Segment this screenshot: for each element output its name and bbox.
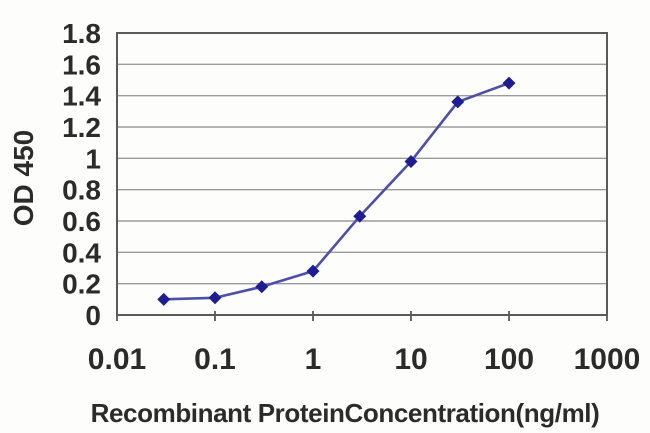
x-axis-title: Recombinant ProteinConcentration(ng/ml) <box>90 398 600 428</box>
x-tick-label: 1 <box>305 343 322 376</box>
x-tick-label: 1000 <box>574 343 641 376</box>
data-point-marker <box>353 209 367 223</box>
data-point-marker <box>502 76 516 90</box>
plot-border <box>116 32 608 316</box>
series-line <box>162 81 511 301</box>
y-tick-label: 0.2 <box>62 269 101 300</box>
y-tick-label: 1 <box>85 143 101 174</box>
x-tick-label: 100 <box>484 343 534 376</box>
y-tick-label: 1.2 <box>62 112 101 143</box>
data-point-marker <box>306 264 320 278</box>
data-point-marker <box>255 280 269 294</box>
y-tick-label: 0 <box>85 300 101 331</box>
y-tick-label: 1.8 <box>62 18 101 49</box>
x-tick-label: 10 <box>394 343 427 376</box>
x-tick-label: 0.1 <box>194 343 236 376</box>
y-tick-label: 1.6 <box>62 49 101 80</box>
y-tick-label: 0.4 <box>62 237 101 268</box>
data-point-marker <box>451 95 465 109</box>
data-point-marker <box>157 292 171 306</box>
data-point-marker <box>208 291 222 305</box>
y-tick-label: 1.4 <box>62 81 101 112</box>
y-tick-label: 0.6 <box>62 206 101 237</box>
data-point-marker <box>404 154 418 168</box>
x-tick-label: 0.01 <box>88 343 146 376</box>
y-tick-label: 0.8 <box>62 175 101 206</box>
